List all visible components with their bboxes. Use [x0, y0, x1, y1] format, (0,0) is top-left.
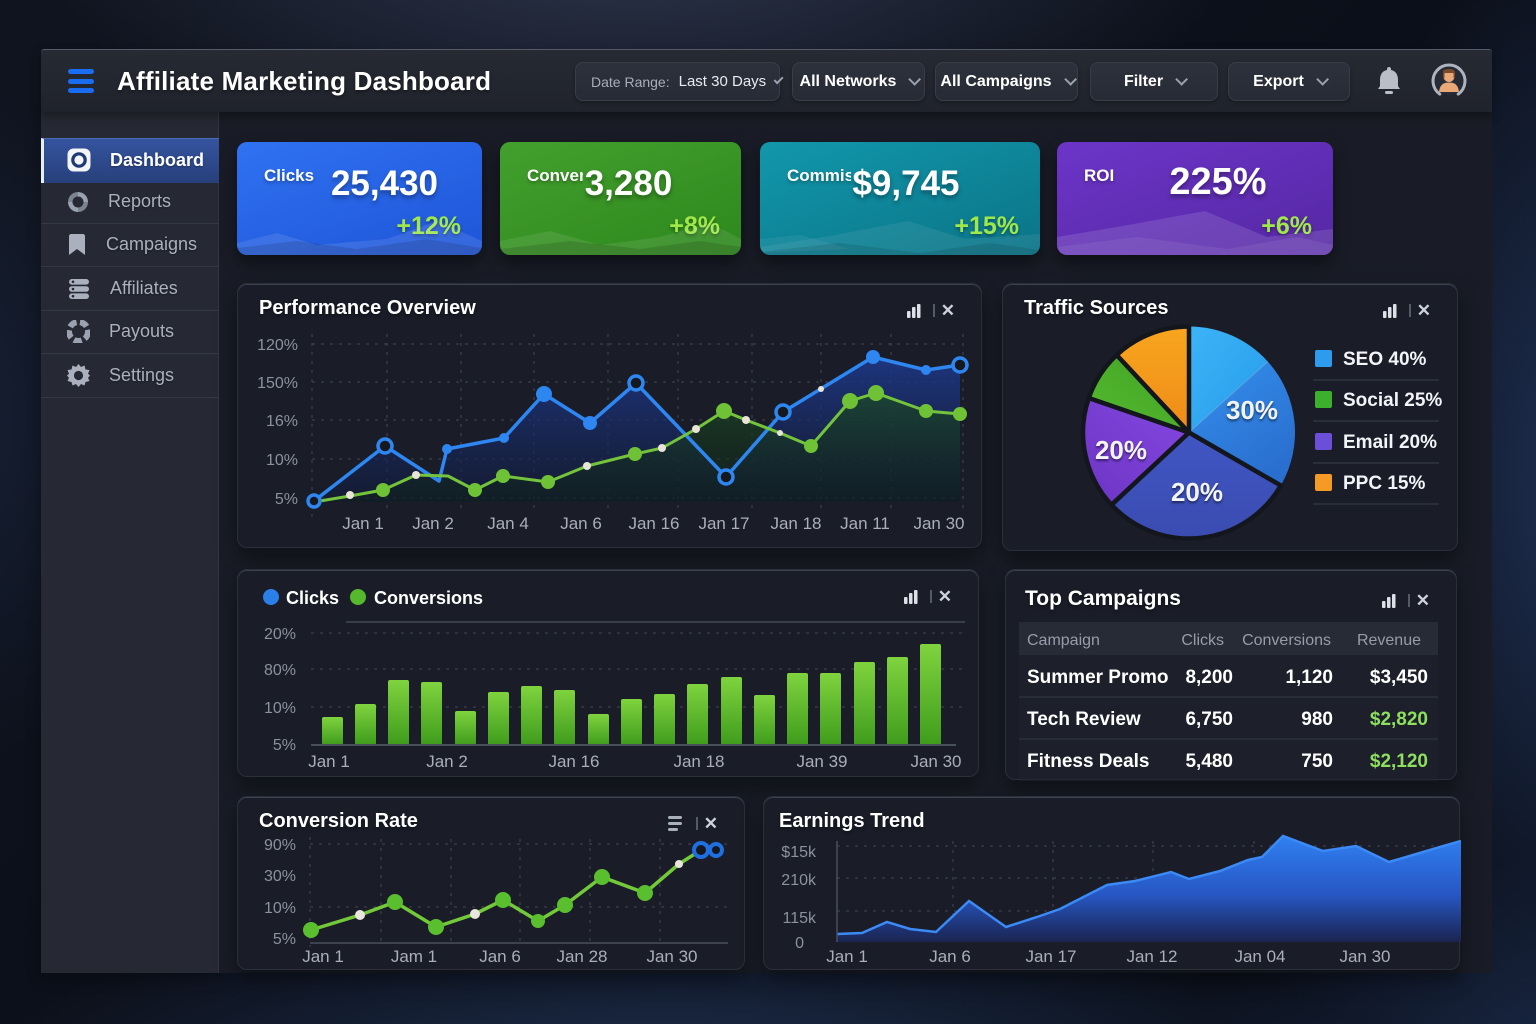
svg-text:Jan 6: Jan 6	[560, 514, 602, 533]
svg-text:Clicks: Clicks	[286, 588, 339, 608]
svg-text:5%: 5%	[273, 737, 296, 754]
svg-text:Jan 30: Jan 30	[910, 752, 961, 771]
svg-text:Jan 6: Jan 6	[479, 947, 521, 966]
svg-text:1,120: 1,120	[1285, 667, 1333, 688]
svg-text:Revenue: Revenue	[1357, 632, 1421, 649]
svg-text:5%: 5%	[273, 931, 296, 948]
svg-text:150%: 150%	[257, 375, 298, 392]
svg-text:Jan 39: Jan 39	[796, 752, 847, 771]
svg-text:10%: 10%	[264, 700, 296, 717]
svg-text:$15k: $15k	[781, 844, 817, 861]
svg-text:Jan 17: Jan 17	[1025, 947, 1076, 966]
svg-text:6,750: 6,750	[1185, 709, 1233, 730]
svg-text:Jan 1: Jan 1	[308, 752, 350, 771]
svg-text:20%: 20%	[264, 626, 296, 643]
svg-text:Jan 12: Jan 12	[1126, 947, 1177, 966]
svg-text:Jan 2: Jan 2	[412, 514, 454, 533]
svg-text:Jan 30: Jan 30	[1339, 947, 1390, 966]
svg-text:PPC 15%: PPC 15%	[1343, 473, 1425, 494]
svg-text:115k: 115k	[782, 910, 817, 927]
svg-text:Summer Promo: Summer Promo	[1027, 667, 1168, 688]
svg-text:210k: 210k	[781, 872, 817, 889]
svg-text:Jan 1: Jan 1	[826, 947, 868, 966]
svg-text:Jan 1: Jan 1	[302, 947, 344, 966]
svg-text:Jam 1: Jam 1	[391, 947, 437, 966]
svg-text:30%: 30%	[1226, 395, 1278, 425]
svg-text:$2,120: $2,120	[1370, 751, 1428, 772]
svg-text:Jan 30: Jan 30	[646, 947, 697, 966]
svg-text:5%: 5%	[275, 491, 298, 508]
svg-text:20%: 20%	[1095, 435, 1147, 465]
svg-text:Email 20%: Email 20%	[1343, 432, 1437, 453]
svg-text:10%: 10%	[266, 452, 298, 469]
svg-text:750: 750	[1301, 751, 1333, 772]
svg-text:5,480: 5,480	[1185, 751, 1233, 772]
svg-text:Jan 04: Jan 04	[1234, 947, 1285, 966]
svg-text:980: 980	[1301, 709, 1333, 730]
svg-text:Jan 30: Jan 30	[913, 514, 964, 533]
svg-text:80%: 80%	[264, 662, 296, 679]
svg-text:10%: 10%	[264, 900, 296, 917]
svg-text:Jan 1: Jan 1	[342, 514, 384, 533]
svg-text:Jan 6: Jan 6	[929, 947, 971, 966]
svg-text:Jan 4: Jan 4	[487, 514, 529, 533]
svg-text:Fitness Deals: Fitness Deals	[1027, 751, 1150, 772]
svg-text:90%: 90%	[264, 837, 296, 854]
svg-text:20%: 20%	[1171, 477, 1223, 507]
svg-text:$2,820: $2,820	[1370, 709, 1428, 730]
svg-text:Conversions: Conversions	[1242, 632, 1331, 649]
svg-text:Clicks: Clicks	[1181, 632, 1224, 649]
svg-text:Jan 2: Jan 2	[426, 752, 468, 771]
svg-text:0: 0	[795, 935, 804, 952]
svg-text:8,200: 8,200	[1185, 667, 1233, 688]
svg-text:Jan 16: Jan 16	[628, 514, 679, 533]
svg-text:$3,450: $3,450	[1370, 667, 1428, 688]
svg-text:Jan 17: Jan 17	[698, 514, 749, 533]
svg-text:Campaign: Campaign	[1027, 632, 1100, 649]
svg-text:Jan 16: Jan 16	[548, 752, 599, 771]
svg-text:Conversions: Conversions	[374, 588, 483, 608]
svg-text:Social 25%: Social 25%	[1343, 390, 1442, 411]
svg-text:Jan 18: Jan 18	[673, 752, 724, 771]
svg-text:30%: 30%	[264, 868, 296, 885]
svg-text:Tech Review: Tech Review	[1027, 709, 1141, 730]
svg-text:16%: 16%	[266, 413, 298, 430]
svg-text:SEO 40%: SEO 40%	[1343, 349, 1427, 370]
svg-text:Jan 11: Jan 11	[840, 514, 890, 533]
svg-text:120%: 120%	[257, 337, 298, 354]
svg-text:Jan 18: Jan 18	[770, 514, 821, 533]
svg-text:Jan 28: Jan 28	[556, 947, 607, 966]
